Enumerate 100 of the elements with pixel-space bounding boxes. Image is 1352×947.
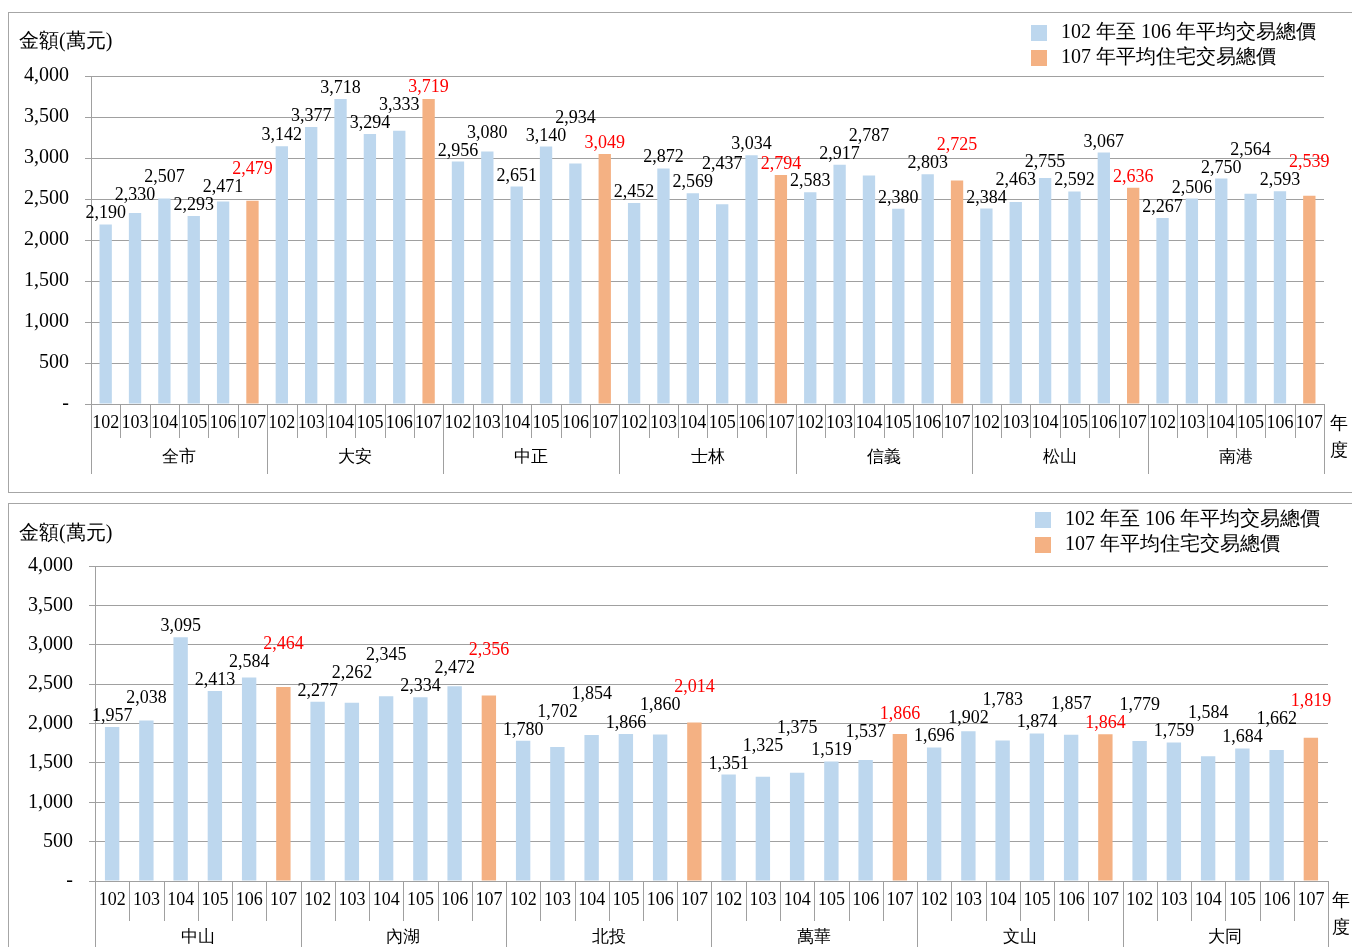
data-label: 2,651 xyxy=(496,164,537,185)
data-label: 3,142 xyxy=(261,124,303,145)
y-tick-label: 2,500 xyxy=(24,186,69,209)
bar xyxy=(598,153,611,404)
data-label: 2,437 xyxy=(701,153,743,174)
data-label: 2,725 xyxy=(936,134,978,155)
x-tick-label: 102 xyxy=(98,888,126,909)
text: 松山 xyxy=(1042,447,1077,467)
x-tick-label: 107 xyxy=(886,888,914,909)
data-label: 2,262 xyxy=(331,661,373,682)
data-label: 2,277 xyxy=(297,679,338,700)
data-label: 3,718 xyxy=(320,77,361,98)
x-tick-label: 107 xyxy=(475,888,503,909)
x-tick-label: 103 xyxy=(543,888,571,909)
data-label: 1,584 xyxy=(1187,702,1229,723)
data-label: 2,593 xyxy=(1259,169,1301,190)
bar xyxy=(833,164,846,404)
data-label: 1,779 xyxy=(1119,694,1160,715)
data-label: 1,854 xyxy=(571,682,612,703)
x-tick-label: 103 xyxy=(132,888,160,909)
bar xyxy=(481,151,494,404)
x-tick-label: 104 xyxy=(150,411,178,432)
data-label: 2,794 xyxy=(760,152,802,173)
bar xyxy=(1132,740,1147,881)
data-label: 2,755 xyxy=(1024,150,1066,171)
bar xyxy=(310,701,325,881)
x-tick-label: 102 xyxy=(715,888,743,909)
x-tick-label: 103 xyxy=(297,411,325,432)
y-tick-label: 1,500 xyxy=(28,750,73,773)
data-label: 2,506 xyxy=(1171,176,1213,197)
x-tick-label: 106 xyxy=(209,411,237,432)
bar xyxy=(276,686,291,881)
x-tick-label: 106 xyxy=(561,411,589,432)
x-tick-label: 105 xyxy=(817,888,845,909)
bar xyxy=(451,161,465,404)
data-label: 2,934 xyxy=(555,106,596,127)
x-tick-label: 106 xyxy=(385,411,413,432)
x-tick-label: 107 xyxy=(415,411,443,432)
data-label: 3,049 xyxy=(584,131,625,152)
y-tick-label: 500 xyxy=(43,828,73,851)
x-tick-label: 106 xyxy=(235,888,263,909)
bar xyxy=(158,198,171,404)
bar xyxy=(774,174,788,404)
x-tick-label: 107 xyxy=(943,411,971,432)
x-tick-label: 105 xyxy=(1228,888,1256,909)
bar xyxy=(539,146,553,404)
data-label: 2,584 xyxy=(228,650,270,671)
data-label: 3,095 xyxy=(160,615,201,636)
x-tick-label: 105 xyxy=(1023,888,1051,909)
bar xyxy=(721,774,736,881)
bar xyxy=(1185,198,1199,404)
x-tick-label: 106 xyxy=(441,888,469,909)
bar xyxy=(422,99,435,404)
data-label: 1,866 xyxy=(879,703,921,724)
data-label: 1,696 xyxy=(913,725,955,746)
x-tick-label: 107 xyxy=(591,411,619,432)
x-tick-label: 103 xyxy=(749,888,777,909)
x-tick-label: 106 xyxy=(1057,888,1085,909)
bar xyxy=(804,192,817,404)
text: 文山 xyxy=(1002,927,1037,947)
bar xyxy=(1303,195,1316,404)
y-tick-label: 3,000 xyxy=(28,632,73,654)
x-tick-label: 103 xyxy=(121,411,149,432)
data-label: 2,592 xyxy=(1054,169,1095,190)
x-tick-label: 106 xyxy=(1263,888,1291,909)
x-tick-label: 107 xyxy=(1091,888,1119,909)
bar xyxy=(1269,750,1284,881)
text: 南港 xyxy=(1218,447,1253,467)
y-tick-label: 2,500 xyxy=(28,671,73,694)
x-tick-label: 107 xyxy=(1295,411,1323,432)
data-label: 1,351 xyxy=(708,752,749,773)
bar xyxy=(995,740,1010,881)
data-label: 2,413 xyxy=(194,668,236,689)
bar xyxy=(1244,193,1257,404)
x-axis-title: 年度 xyxy=(1332,889,1350,939)
x-tick-label: 103 xyxy=(1002,411,1030,432)
bar xyxy=(447,686,462,881)
data-label: 3,333 xyxy=(379,93,420,114)
text: 大安 xyxy=(338,447,373,467)
bar xyxy=(1273,191,1287,404)
text: 中正 xyxy=(514,447,549,467)
bar xyxy=(378,696,394,881)
x-tick-label: 105 xyxy=(406,888,434,909)
data-label: 2,479 xyxy=(232,157,273,178)
x-tick-label: 104 xyxy=(1194,888,1222,909)
data-label: 3,140 xyxy=(525,124,567,145)
x-tick-label: 105 xyxy=(1060,411,1088,432)
x-tick-label: 105 xyxy=(612,888,640,909)
data-label: 1,780 xyxy=(502,718,544,739)
data-label: 2,583 xyxy=(790,170,831,191)
data-label: 1,902 xyxy=(948,707,989,728)
x-tick-label: 104 xyxy=(503,411,531,432)
bar xyxy=(1156,218,1169,404)
text: 北投 xyxy=(591,927,626,947)
text: 信義 xyxy=(866,447,901,467)
text: 士林 xyxy=(690,447,725,467)
bar xyxy=(139,720,154,881)
bar xyxy=(104,726,120,881)
y-tick-label: 2,000 xyxy=(24,227,69,250)
bar xyxy=(1009,202,1022,404)
